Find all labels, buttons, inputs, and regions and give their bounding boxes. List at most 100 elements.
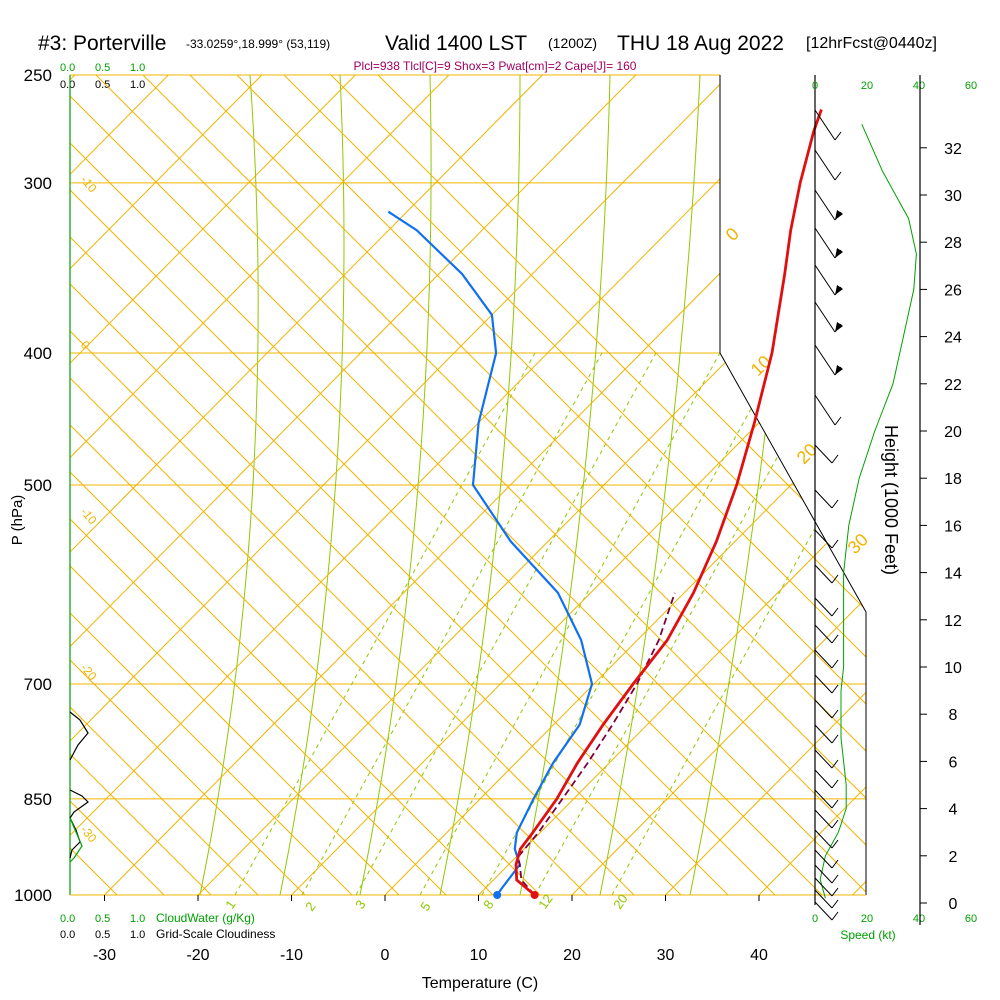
isotherm--70 xyxy=(70,75,543,895)
wind-barb-staff-17 xyxy=(814,724,833,744)
height-tick-label-12: 12 xyxy=(944,613,962,630)
height-tick-label-10: 10 xyxy=(944,660,962,677)
wind-barb-flag-0 xyxy=(834,131,842,141)
wind-barb-staff-11 xyxy=(814,564,833,584)
height-tick-label-6: 6 xyxy=(949,754,958,771)
moist-adiabat-3 xyxy=(439,75,521,895)
x-tick-label-30: 30 xyxy=(657,947,675,964)
mixing-label-1: 1 xyxy=(222,897,238,912)
p-tick-label-700: 700 xyxy=(24,675,52,694)
dry-adiabat-22 xyxy=(283,75,866,895)
wind-speed-top-40: 40 xyxy=(913,80,925,92)
wind-barb-3 xyxy=(814,227,843,259)
wind-barb-staff-5 xyxy=(814,301,836,333)
wind-barb-19 xyxy=(814,769,839,789)
chart-date: THU 18 Aug 2022 xyxy=(617,32,784,55)
wind-barb-flag-16 xyxy=(831,709,839,719)
dry-adiabat-6 xyxy=(70,75,353,895)
isotherm-label-0: -10 xyxy=(78,173,100,196)
wind-barb-27 xyxy=(814,901,839,921)
mixing-label-8: 8 xyxy=(480,897,496,912)
cloudwater-bot-1: 1.0 xyxy=(130,913,145,925)
wind-barb-staff-14 xyxy=(814,649,833,669)
wind-barb-8 xyxy=(814,444,839,464)
wind-barb-staff-8 xyxy=(814,444,833,464)
dry-adiabat-24 xyxy=(377,75,866,895)
mixing-label-2: 2 xyxy=(302,899,318,914)
wind-speed-bot-0: 0 xyxy=(812,913,818,925)
wind-barb-flag-14 xyxy=(831,659,839,669)
wind-barb-flag-13 xyxy=(831,634,839,644)
wind-speed-profile xyxy=(819,123,917,899)
moist-adiabat-1 xyxy=(279,75,345,895)
dewpoint-line xyxy=(387,210,594,896)
x-tick-label-0: 0 xyxy=(381,947,390,964)
x-tick-label--30: -30 xyxy=(93,947,116,964)
cloudwater-profile xyxy=(69,817,83,863)
wind-barb-11 xyxy=(814,564,839,584)
wind-barb-staff-7 xyxy=(814,394,836,426)
dry-adiabat-20 xyxy=(189,75,866,895)
height-tick-label-8: 8 xyxy=(949,707,958,724)
wind-barb-flag-18 xyxy=(831,759,839,769)
cloudiness-top-05: 0.5 xyxy=(95,79,110,91)
wind-barb-staff-13 xyxy=(814,624,833,644)
wind-barb-flag-1 xyxy=(834,171,842,181)
cloudiness-profile-upper xyxy=(69,711,89,761)
wind-barb-flag-20 xyxy=(831,799,839,809)
wind-barb-staff-3 xyxy=(814,227,836,259)
right-frame-edge xyxy=(719,75,867,895)
dry-adiabat-23 xyxy=(330,75,866,895)
moist-adiabat-2 xyxy=(359,75,432,895)
height-tick-label-22: 22 xyxy=(944,377,962,394)
mixing-label-5: 5 xyxy=(417,899,433,914)
wind-barb-14 xyxy=(814,649,839,669)
p-tick-label-400: 400 xyxy=(24,344,52,363)
dry-adiabat-19 xyxy=(142,75,866,895)
chart-forecast: [12hrFcst@0440z] xyxy=(806,35,937,52)
p-tick-label-300: 300 xyxy=(24,174,52,193)
wind-barb-13 xyxy=(814,624,839,644)
cloudiness-bot-1: 1.0 xyxy=(130,929,145,941)
dry-adiabat-3 xyxy=(70,75,212,895)
wind-barb-24 xyxy=(814,864,839,884)
mixing-line-6 xyxy=(611,352,866,895)
wind-barb-staff-12 xyxy=(814,597,833,617)
mixing-line-1 xyxy=(301,352,603,895)
wind-barb-staff-23 xyxy=(814,849,833,869)
height-tick-label-4: 4 xyxy=(949,802,958,819)
wind-barb-flag-15 xyxy=(831,684,839,694)
wind-barb-staff-0 xyxy=(814,109,836,141)
temperature-line xyxy=(514,109,823,897)
wind-barb-staff-27 xyxy=(814,901,833,921)
isotherm-label-4: -30 xyxy=(78,823,100,846)
wind-barb-flag-8 xyxy=(831,454,839,464)
isotherm--60 xyxy=(70,75,637,895)
dry-adiabat-5 xyxy=(70,75,306,895)
frame-layer xyxy=(69,75,867,896)
wind-speed-bot-60: 60 xyxy=(965,913,977,925)
cloudiness-label: Grid-Scale Cloudiness xyxy=(156,927,275,941)
wind-barb-flag-19 xyxy=(831,779,839,789)
x-axis-title: Temperature (C) xyxy=(422,975,538,992)
wind-barb-staff-15 xyxy=(814,674,833,694)
wind-barb-flag-7 xyxy=(834,416,842,426)
wind-barb-staff-1 xyxy=(814,149,836,181)
cloudwater-top-0: 0.0 xyxy=(60,62,75,74)
wind-barb-5 xyxy=(814,301,843,333)
wind-barb-staff-21 xyxy=(814,809,833,829)
wind-barb-pennant-5 xyxy=(835,322,843,332)
y-axis-title: P (hPa) xyxy=(9,495,26,546)
wind-speed-top-0: 0 xyxy=(812,80,818,92)
height-tick-label-20: 20 xyxy=(944,424,962,441)
isotherm-label-5: 0 xyxy=(722,224,743,245)
dry-adiabat--1 xyxy=(0,75,23,895)
isotherm-0 xyxy=(384,75,866,895)
cloudwater-bot-0: 0.0 xyxy=(60,913,75,925)
isotherm--100 xyxy=(70,75,263,895)
isotherm-layer xyxy=(70,75,866,895)
surface-temperature-dot xyxy=(530,891,539,899)
isotherm-label-1: 0 xyxy=(78,338,93,352)
height-tick-label-2: 2 xyxy=(949,849,958,866)
